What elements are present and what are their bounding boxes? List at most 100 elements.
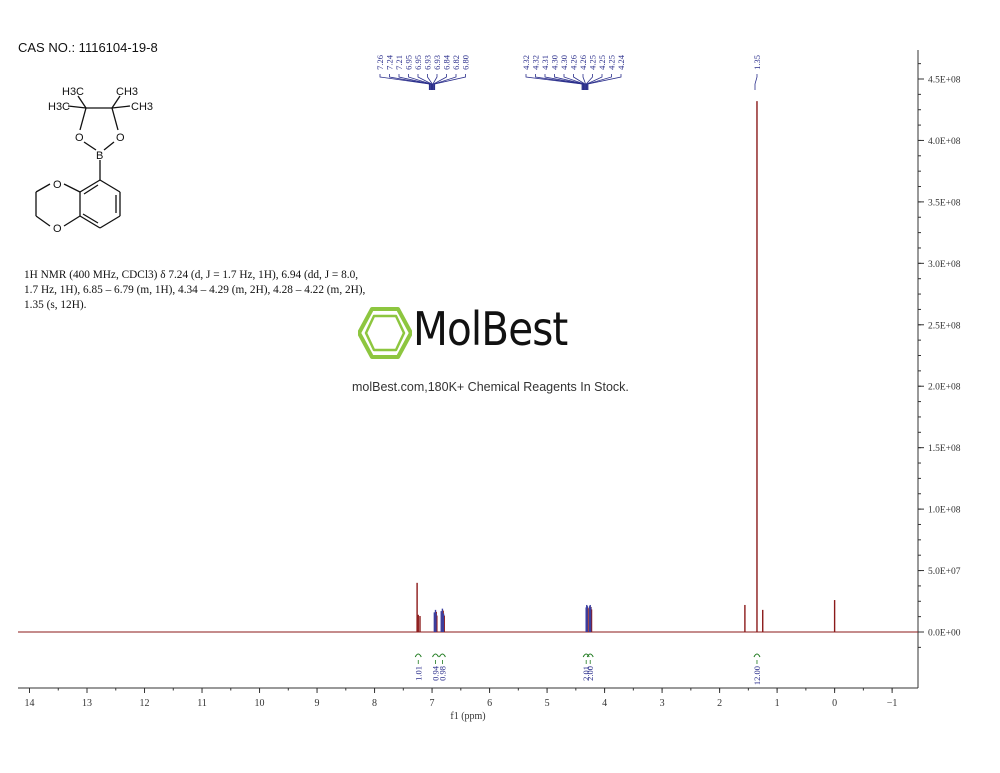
x-tick-label: 0	[832, 698, 837, 709]
peak-label-connector	[417, 74, 433, 90]
peak-label: 6.84	[442, 54, 452, 70]
integral-curve	[432, 653, 439, 658]
x-tick-label: 9	[315, 698, 320, 709]
y-tick-label: 1.5E+08	[928, 444, 961, 454]
cas-number: CAS NO.: 1116104-19-8	[18, 40, 158, 55]
peak-label-connector	[525, 74, 583, 90]
label-h3c-top: H3C	[62, 86, 84, 98]
peak-label-connector	[587, 74, 612, 90]
peak-label-connector	[434, 74, 466, 90]
label-o-left: O	[75, 132, 84, 144]
y-tick-label: 4.5E+08	[928, 76, 961, 86]
label-ch3-right: CH3	[131, 101, 153, 113]
peak-label: 7.24	[385, 54, 395, 70]
peak-label: 7.26	[375, 55, 385, 70]
x-tick-label: 5	[545, 698, 550, 709]
peak-label: 4.32	[531, 55, 541, 70]
x-tick-label: 6	[487, 698, 492, 709]
y-tick-label: 3.0E+08	[928, 260, 961, 270]
y-tick-label: 1.0E+08	[928, 506, 961, 516]
x-tick-label: 3	[660, 698, 665, 709]
integral-curve	[582, 653, 590, 658]
peak-label: 4.32	[521, 55, 531, 70]
label-o-ring-bottom: O	[53, 223, 62, 235]
x-tick-label: 1	[775, 698, 780, 709]
peak-label: 4.30	[559, 55, 569, 70]
peak-label-connector	[573, 74, 586, 90]
peak-label: 6.93	[423, 55, 433, 70]
y-tick-label: 2.0E+08	[928, 383, 961, 393]
nmr-description: 1H NMR (400 MHz, CDCl3) δ 7.24 (d, J = 1…	[24, 268, 369, 313]
y-tick-label: 3.5E+08	[928, 198, 961, 208]
peak-label: 1.35	[752, 55, 762, 70]
label-o-right: O	[116, 132, 125, 144]
peak-label: 4.31	[540, 55, 550, 70]
x-tick-label: −1	[887, 698, 898, 709]
integral-curve	[414, 653, 422, 658]
benzene-logo-icon	[357, 307, 413, 359]
peak-label: 4.25	[597, 55, 607, 70]
peak-label: 6.93	[432, 55, 442, 70]
x-tick-label: 2	[717, 698, 722, 709]
peak-label-connector	[586, 74, 603, 90]
peak-label-connector	[754, 74, 758, 90]
peak-label: 6.95	[404, 55, 414, 70]
peak-label-connector	[587, 74, 622, 90]
x-tick-label: 13	[82, 698, 92, 709]
peak-label: 4.26	[569, 55, 579, 70]
y-tick-label: 4.0E+08	[928, 137, 961, 147]
x-tick-label: 10	[255, 698, 265, 709]
x-tick-label: 8	[372, 698, 377, 709]
nmr-description-line: 1.7 Hz, 1H), 6.85 – 6.79 (m, 1H), 4.34 –…	[24, 284, 366, 296]
x-tick-label: 4	[602, 698, 607, 709]
integral-curve	[753, 653, 761, 658]
peak-label-connector	[585, 74, 593, 90]
x-tick-label: 7	[430, 698, 435, 709]
molecule-structure: H3C CH3 H3C CH3 O O B O O	[35, 86, 153, 235]
peak-label: 4.30	[550, 55, 560, 70]
peak-label: 6.95	[413, 55, 423, 70]
label-boron: B	[96, 150, 103, 162]
label-o-ring-top: O	[53, 179, 62, 191]
y-tick-label: 5.0E+07	[928, 567, 961, 577]
y-tick-label: 2.5E+08	[928, 321, 961, 331]
peak-label-connector	[563, 74, 585, 90]
peak-label-connector	[544, 74, 584, 90]
peak-label-connector	[432, 74, 438, 90]
peak-label: 6.82	[451, 55, 461, 70]
integral-value: 0.94	[431, 665, 441, 681]
y-tick-label: 0.0E+00	[928, 629, 961, 639]
peak-label: 7.21	[394, 55, 404, 70]
peak-label: 4.25	[588, 55, 598, 70]
integral-value: 12.00	[752, 666, 762, 685]
integral-value: 2.01	[581, 666, 591, 681]
x-axis-title: f1 (ppm)	[450, 711, 485, 722]
peak-label-connector	[582, 74, 586, 90]
integral-value: 0.98	[437, 666, 447, 681]
peak-label-connector	[433, 74, 457, 90]
peak-label-connector	[535, 74, 583, 90]
x-tick-label: 11	[197, 698, 207, 709]
peak-label: 4.25	[607, 55, 617, 70]
nmr-description-line: 1H NMR (400 MHz, CDCl3) δ 7.24 (d, J = 1…	[24, 269, 359, 281]
watermark-brand: MolBest	[357, 302, 568, 365]
peak-label: 4.24	[616, 54, 626, 70]
integral-value: 2.00	[585, 666, 595, 681]
watermark-slogan: molBest.com,180K+ Chemical Reagents In S…	[352, 380, 629, 394]
peak-label-connector	[408, 74, 432, 90]
peak-label-connector	[433, 74, 447, 90]
brand-name: MolBest	[413, 302, 568, 356]
peak-label-connector	[389, 74, 431, 90]
x-tick-label: 14	[25, 698, 35, 709]
label-h3c-left: H3C	[48, 101, 70, 113]
label-ch3-top: CH3	[116, 86, 138, 98]
peak-label: 6.80	[461, 55, 471, 70]
integral-value: 1.01	[413, 666, 423, 681]
peak-label-connector	[379, 74, 430, 90]
peak-label-connector	[398, 74, 431, 90]
x-tick-label: 12	[140, 698, 150, 709]
peak-label-connector	[554, 74, 585, 90]
peak-label-connector	[427, 74, 433, 90]
peak-label: 4.26	[578, 55, 588, 70]
